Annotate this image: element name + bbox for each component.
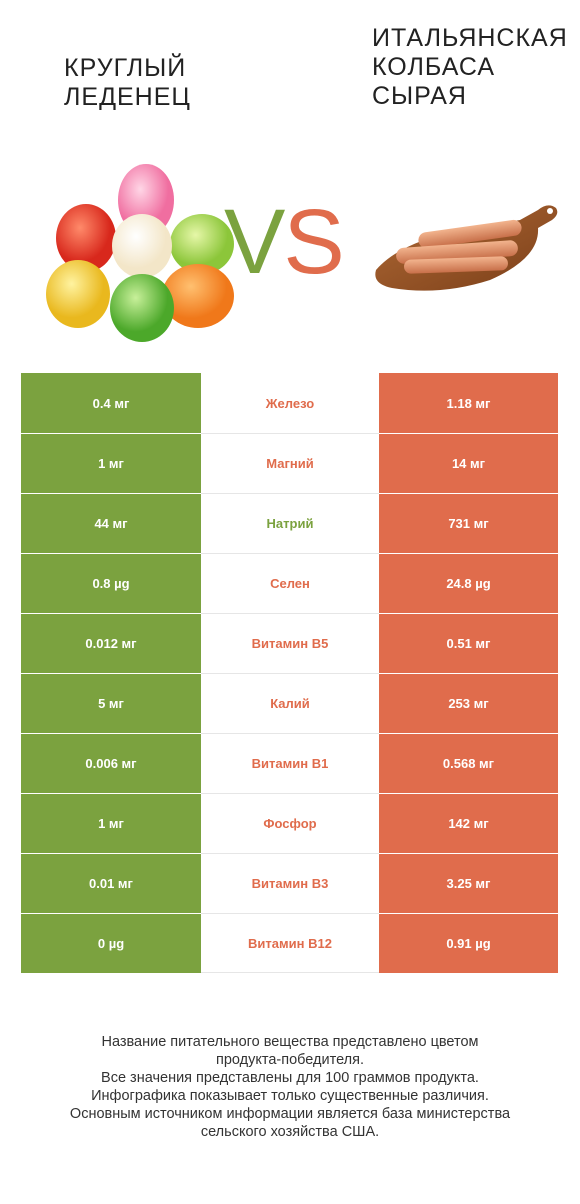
nutrient-name: Железо (201, 373, 379, 433)
left-value: 44 мг (21, 493, 201, 553)
left-value: 1 мг (21, 433, 201, 493)
nutrient-name: Витамин B1 (201, 733, 379, 793)
left-value: 0.8 µg (21, 553, 201, 613)
right-value: 3.25 мг (379, 853, 558, 913)
right-value: 142 мг (379, 793, 558, 853)
nutrient-name: Калий (201, 673, 379, 733)
nutrient-name: Натрий (201, 493, 379, 553)
table-row: 1 мг Магний 14 мг (21, 433, 558, 493)
nutrient-name: Витамин B5 (201, 613, 379, 673)
nutrient-name: Витамин B3 (201, 853, 379, 913)
left-value: 0 µg (21, 913, 201, 973)
right-food-title: Итальянская колбаса сырая (372, 24, 568, 110)
left-value: 0.006 мг (21, 733, 201, 793)
table-row: 0.4 мг Железо 1.18 мг (21, 373, 558, 433)
footer-line: продукта-победителя. (215, 1052, 365, 1068)
left-value: 0.012 мг (21, 613, 201, 673)
vs-label: VS (224, 196, 345, 288)
footer-note: Название питательного вещества представл… (20, 1033, 560, 1141)
footer-line: Название питательного вещества представл… (101, 1034, 479, 1050)
sausages-on-board-image (375, 205, 558, 291)
nutrient-name: Фосфор (201, 793, 379, 853)
table-row: 44 мг Натрий 731 мг (21, 493, 558, 553)
right-value: 24.8 µg (379, 553, 558, 613)
footer-line: Все значения представлены для 100 граммо… (101, 1070, 479, 1086)
footer-line: сельского хозяйства США. (200, 1124, 380, 1140)
table-row: 0.012 мг Витамин B5 0.51 мг (21, 613, 558, 673)
table-row: 5 мг Калий 253 мг (21, 673, 558, 733)
table-row: 0.006 мг Витамин B1 0.568 мг (21, 733, 558, 793)
table-row: 1 мг Фосфор 142 мг (21, 793, 558, 853)
footer-line: Инфографика показывает только существенн… (91, 1088, 489, 1104)
nutrient-comparison-table: 0.4 мг Железо 1.18 мг 1 мг Магний 14 мг 44 мг Н… (21, 373, 558, 973)
left-value: 1 мг (21, 793, 201, 853)
left-value: 0.4 мг (21, 373, 201, 433)
right-value: 14 мг (379, 433, 558, 493)
footer-line: Основным источником информации является … (69, 1106, 511, 1122)
right-value: 731 мг (379, 493, 558, 553)
vs-s: S (283, 191, 344, 293)
nutrient-name: Селен (201, 553, 379, 613)
nutrient-name: Магний (201, 433, 379, 493)
left-value: 5 мг (21, 673, 201, 733)
left-food-title: Круглый леденец (64, 54, 191, 111)
left-value: 0.01 мг (21, 853, 201, 913)
nutrient-name: Витамин B12 (201, 913, 379, 973)
vs-v: V (224, 191, 285, 293)
table-row: 0 µg Витамин B12 0.91 µg (21, 913, 558, 973)
right-value: 253 мг (379, 673, 558, 733)
right-value: 1.18 мг (379, 373, 558, 433)
jelly-candies-image (46, 164, 234, 342)
table-row: 0.8 µg Селен 24.8 µg (21, 553, 558, 613)
table-row: 0.01 мг Витамин B3 3.25 мг (21, 853, 558, 913)
right-value: 0.51 мг (379, 613, 558, 673)
right-value: 0.568 мг (379, 733, 558, 793)
right-value: 0.91 µg (379, 913, 558, 973)
